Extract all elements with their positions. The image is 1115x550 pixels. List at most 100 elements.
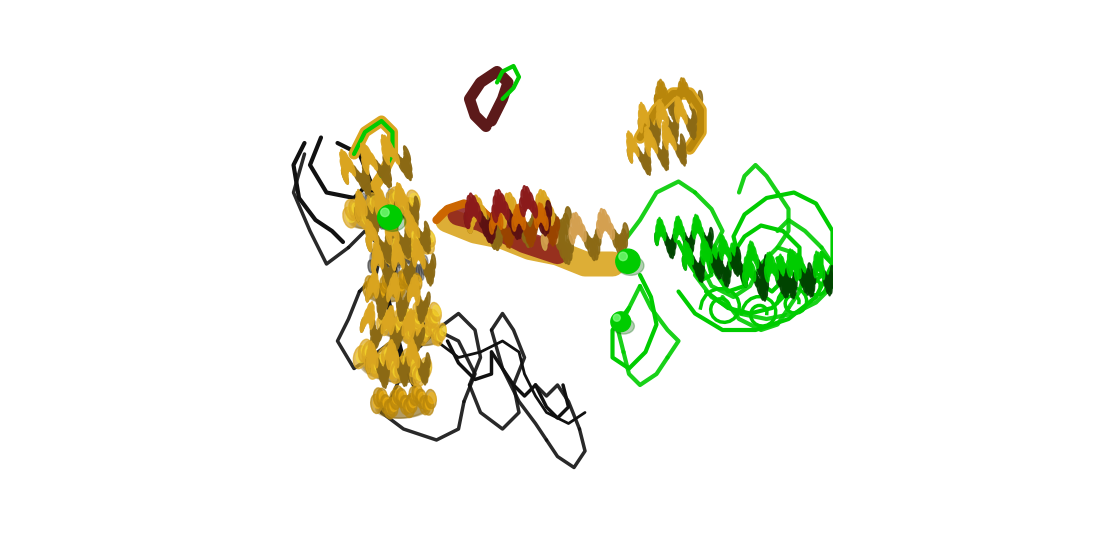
- Ellipse shape: [649, 130, 655, 149]
- Ellipse shape: [399, 363, 404, 382]
- Ellipse shape: [367, 349, 371, 367]
- Ellipse shape: [386, 360, 389, 377]
- Ellipse shape: [698, 91, 702, 103]
- Ellipse shape: [639, 119, 642, 133]
- Ellipse shape: [659, 217, 662, 236]
- Ellipse shape: [423, 396, 434, 415]
- Ellipse shape: [493, 226, 500, 250]
- Ellipse shape: [569, 227, 574, 244]
- Ellipse shape: [386, 204, 391, 221]
- Ellipse shape: [619, 252, 628, 261]
- Ellipse shape: [766, 258, 770, 277]
- Ellipse shape: [382, 166, 391, 187]
- Ellipse shape: [394, 365, 403, 377]
- Ellipse shape: [644, 111, 649, 127]
- Ellipse shape: [398, 360, 407, 373]
- Ellipse shape: [543, 211, 549, 233]
- Ellipse shape: [407, 230, 418, 248]
- Ellipse shape: [360, 143, 369, 164]
- Ellipse shape: [340, 152, 348, 173]
- Ellipse shape: [609, 223, 614, 240]
- Ellipse shape: [395, 241, 398, 262]
- Ellipse shape: [762, 280, 766, 301]
- Ellipse shape: [512, 217, 516, 231]
- Ellipse shape: [349, 199, 362, 220]
- Ellipse shape: [395, 278, 405, 295]
- Ellipse shape: [366, 284, 372, 294]
- Ellipse shape: [395, 277, 398, 296]
- Ellipse shape: [362, 165, 370, 183]
- Ellipse shape: [718, 252, 723, 266]
- Ellipse shape: [413, 230, 420, 240]
- Ellipse shape: [406, 394, 417, 413]
- Ellipse shape: [501, 221, 505, 235]
- Ellipse shape: [394, 317, 405, 336]
- Ellipse shape: [411, 321, 418, 331]
- Ellipse shape: [663, 110, 668, 125]
- Ellipse shape: [360, 195, 366, 212]
- Ellipse shape: [389, 266, 394, 285]
- Ellipse shape: [370, 196, 380, 208]
- Ellipse shape: [825, 274, 828, 293]
- Ellipse shape: [420, 304, 432, 322]
- Ellipse shape: [611, 312, 631, 332]
- Ellipse shape: [410, 278, 414, 298]
- Ellipse shape: [397, 314, 406, 332]
- Ellipse shape: [399, 300, 404, 321]
- Ellipse shape: [385, 249, 392, 258]
- Ellipse shape: [745, 257, 749, 277]
- Ellipse shape: [360, 210, 374, 231]
- Ellipse shape: [370, 273, 375, 293]
- Ellipse shape: [382, 279, 389, 289]
- Ellipse shape: [384, 243, 390, 263]
- Ellipse shape: [359, 173, 368, 195]
- Ellipse shape: [366, 344, 375, 358]
- Ellipse shape: [414, 243, 417, 262]
- Ellipse shape: [390, 400, 398, 411]
- Ellipse shape: [620, 233, 626, 255]
- Ellipse shape: [425, 359, 429, 377]
- Ellipse shape: [379, 240, 428, 266]
- Ellipse shape: [687, 90, 691, 103]
- Ellipse shape: [428, 309, 439, 328]
- Ellipse shape: [401, 300, 405, 321]
- Ellipse shape: [793, 277, 796, 295]
- Ellipse shape: [417, 265, 421, 282]
- Ellipse shape: [404, 326, 413, 344]
- Ellipse shape: [368, 343, 372, 364]
- Ellipse shape: [546, 216, 552, 238]
- Ellipse shape: [662, 141, 668, 156]
- Ellipse shape: [696, 99, 700, 117]
- Ellipse shape: [552, 226, 556, 244]
- Ellipse shape: [622, 229, 628, 248]
- Ellipse shape: [667, 236, 670, 253]
- Ellipse shape: [385, 292, 388, 310]
- Ellipse shape: [376, 192, 380, 211]
- Ellipse shape: [765, 266, 769, 282]
- Ellipse shape: [400, 306, 413, 325]
- Ellipse shape: [362, 193, 368, 210]
- Ellipse shape: [392, 246, 397, 265]
- Ellipse shape: [744, 266, 747, 285]
- Ellipse shape: [407, 309, 411, 329]
- Ellipse shape: [369, 281, 416, 302]
- Ellipse shape: [688, 118, 692, 138]
- Ellipse shape: [743, 266, 746, 285]
- Ellipse shape: [692, 109, 697, 123]
- Ellipse shape: [403, 272, 409, 282]
- Ellipse shape: [390, 360, 399, 373]
- Ellipse shape: [407, 246, 416, 256]
- Ellipse shape: [378, 324, 382, 341]
- Ellipse shape: [552, 213, 558, 234]
- Ellipse shape: [677, 216, 681, 234]
- Ellipse shape: [521, 220, 527, 243]
- Ellipse shape: [709, 228, 714, 241]
- Ellipse shape: [782, 257, 785, 276]
- Ellipse shape: [380, 190, 385, 210]
- Ellipse shape: [419, 327, 425, 337]
- Ellipse shape: [362, 170, 371, 191]
- Ellipse shape: [505, 228, 510, 247]
- Ellipse shape: [371, 329, 377, 350]
- Ellipse shape: [507, 229, 511, 248]
- Ellipse shape: [406, 329, 413, 339]
